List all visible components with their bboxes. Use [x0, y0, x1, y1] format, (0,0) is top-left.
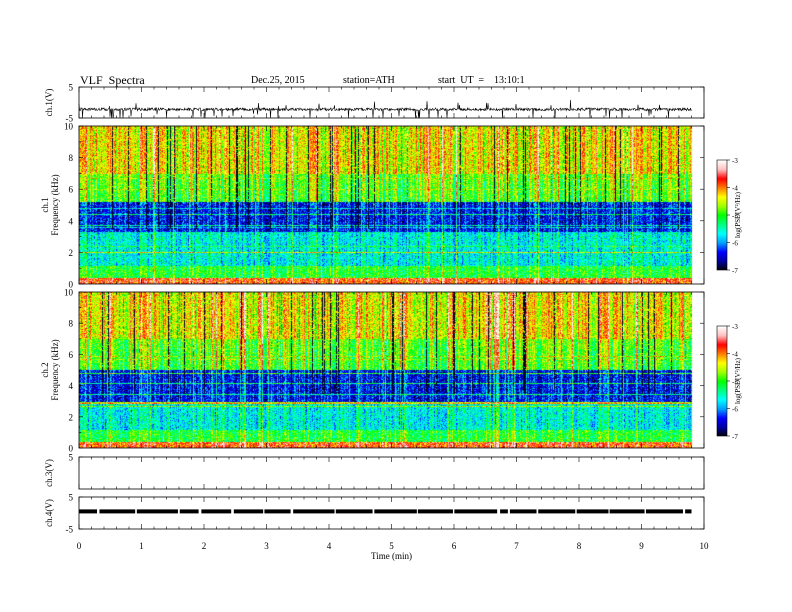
colorbar-ch2	[717, 326, 727, 436]
ch4-waveform-segment	[99, 509, 136, 514]
ch4-waveform-segment	[179, 509, 199, 514]
ch4-waveform-segment	[645, 509, 683, 514]
colorbar-tick-label: -4	[732, 351, 738, 359]
ch4-waveform-segment	[500, 509, 508, 514]
y-tick-label: 8	[69, 153, 74, 163]
ch4-waveform-segment	[509, 509, 537, 514]
ch4-waveform-segment	[293, 509, 335, 514]
ch4-waveform-segment	[685, 509, 692, 514]
colorbar-tick-label: -6	[732, 240, 738, 248]
y-tick-label: 0	[69, 444, 74, 454]
y-tick-label: 4	[69, 381, 74, 391]
x-tick-label: 1	[139, 541, 144, 551]
x-tick-label: 3	[264, 541, 269, 551]
ch4-waveform-segment	[233, 509, 264, 514]
y-axis-sublabel: Frequency (kHz)	[50, 339, 60, 400]
y-tick-label: 5	[69, 453, 74, 463]
ch4-waveform-segment	[136, 509, 178, 514]
y-tick-label: 10	[64, 288, 74, 298]
colorbar-ch1	[717, 160, 727, 270]
y-tick-label: -5	[66, 525, 74, 535]
ch4-waveform-trace	[79, 509, 692, 514]
ch4-waveform-segment	[454, 509, 498, 514]
colorbar-label: log(PSD(V²/Hz)	[734, 191, 742, 238]
y-tick-label: 6	[69, 185, 74, 195]
y-tick-label: 5	[69, 83, 74, 93]
x-tick-label: 5	[389, 541, 394, 551]
y-tick-label: -5	[66, 114, 74, 124]
colorbar-tick-label: -7	[732, 267, 738, 275]
ch1-waveform-trace	[78, 99, 692, 119]
y-axis-label: ch.1	[40, 197, 50, 212]
y-tick-label: 10	[64, 122, 74, 132]
y-axis-label: ch.4(V)	[44, 499, 54, 527]
station-label: station=ATH	[343, 75, 395, 86]
y-axis-label: ch.1(V)	[44, 89, 54, 117]
y-axis-label: ch.2	[40, 362, 50, 377]
y-tick-label: 8	[69, 319, 74, 329]
ch4-waveform-segment	[538, 509, 576, 514]
colorbar-label: log(PSD(V²/Hz)	[734, 357, 742, 404]
x-tick-label: 7	[514, 541, 519, 551]
spectrogram-image-ch1	[79, 126, 704, 284]
colorbar-tick-label: -7	[732, 433, 738, 441]
x-axis-label: Time (min)	[371, 551, 412, 561]
chart-title: VLF Spectra	[80, 73, 145, 87]
y-tick-label: 5	[69, 493, 74, 503]
y-tick-label: 6	[69, 350, 74, 360]
x-tick-label: 10	[700, 541, 710, 551]
x-tick-label: 9	[639, 541, 644, 551]
ch4-waveform-segment	[79, 509, 98, 514]
colorbar-tick-label: -5	[732, 378, 738, 386]
y-axis-label: ch.3(V)	[44, 459, 54, 487]
y-tick-label: 2	[69, 412, 74, 422]
colorbar-tick-label: -6	[732, 406, 738, 414]
ch4-waveform-segment	[264, 509, 291, 514]
start-time-label: start UT = 13:10:1	[438, 75, 525, 86]
colorbar-tick-label: -5	[732, 212, 738, 220]
y-tick-label: 0	[69, 280, 74, 290]
x-tick-label: 8	[577, 541, 582, 551]
colorbar-tick-label: -4	[732, 185, 738, 193]
x-tick-label: 2	[202, 541, 207, 551]
y-tick-label: 4	[69, 216, 74, 226]
x-tick-label: 4	[327, 541, 332, 551]
ch4-waveform-segment	[609, 509, 645, 514]
colorbar-tick-label: -3	[732, 323, 738, 331]
y-axis-sublabel: Frequency (kHz)	[50, 174, 60, 235]
y-tick-label: 2	[69, 248, 74, 258]
spectrogram-image-ch2	[79, 292, 704, 448]
ch4-waveform-segment	[576, 509, 609, 514]
date-label: Dec.25, 2015	[251, 75, 305, 86]
colorbar-tick-label: -3	[732, 157, 738, 165]
x-tick-label: 0	[77, 541, 82, 551]
ch4-waveform-segment	[417, 509, 453, 514]
x-tick-label: 6	[452, 541, 457, 551]
ch4-waveform-segment	[201, 509, 232, 514]
ch4-waveform-segment	[335, 509, 373, 514]
ch4-waveform-segment	[374, 509, 417, 514]
